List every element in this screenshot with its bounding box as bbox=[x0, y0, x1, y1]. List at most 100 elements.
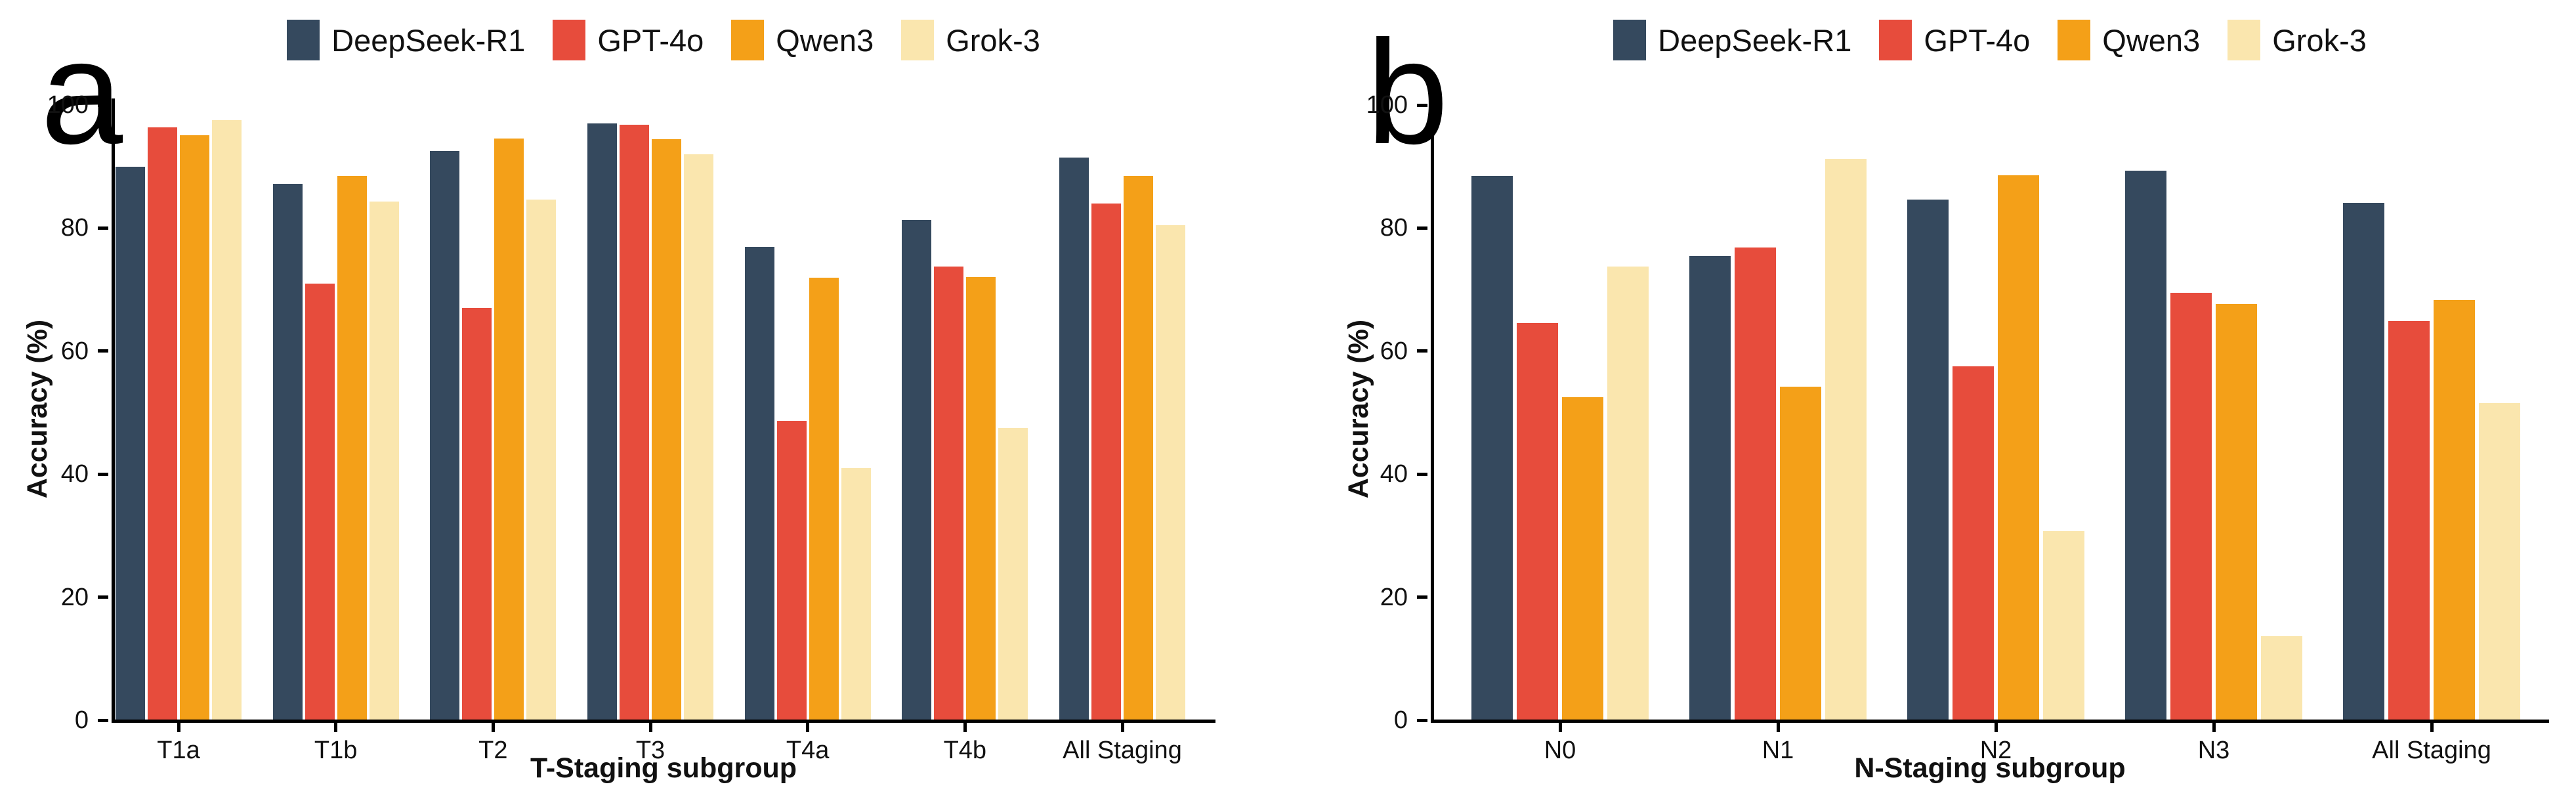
bar-gpt-4o-all-staging bbox=[2388, 320, 2430, 720]
y-tick-label: 60 bbox=[1380, 337, 1408, 365]
panel-b-x-axis-title: N-Staging subgroup bbox=[1854, 752, 2126, 784]
bar-deepseek-r1-n2 bbox=[1907, 200, 1949, 720]
bar-qwen3-n3 bbox=[2216, 303, 2257, 720]
bar-grok-3-t2 bbox=[526, 200, 557, 720]
bar-grok-3-t1b bbox=[369, 202, 399, 720]
category-label-t2: T2 bbox=[478, 737, 508, 764]
y-tick-label: 80 bbox=[1380, 214, 1408, 242]
y-tick-label: 0 bbox=[1393, 706, 1408, 734]
bar-grok-3-all-staging bbox=[1156, 225, 1185, 720]
y-tick bbox=[98, 595, 108, 599]
x-tick bbox=[806, 722, 810, 732]
panel-a-x-axis-title: T-Staging subgroup bbox=[530, 752, 797, 784]
legend-swatch-icon bbox=[1879, 20, 1912, 60]
x-tick bbox=[1994, 722, 1998, 732]
category-label-t3: T3 bbox=[635, 737, 665, 764]
bar-deepseek-r1-all-staging bbox=[1059, 157, 1089, 720]
category-label-all-staging: All Staging bbox=[2372, 737, 2491, 764]
panel-a-y-axis-title: Accuracy (%) bbox=[22, 319, 53, 499]
bar-grok-3-t4a bbox=[841, 467, 871, 720]
legend-swatch-icon bbox=[553, 20, 586, 60]
legend-item-gpt-4o: GPT-4o bbox=[1879, 20, 2030, 60]
bar-qwen3-n2 bbox=[1998, 175, 2039, 720]
bar-grok-3-n2 bbox=[2043, 531, 2084, 720]
bar-deepseek-r1-t4b bbox=[902, 220, 932, 720]
bar-deepseek-r1-n1 bbox=[1689, 255, 1731, 720]
legend-item-deepseek-r1: DeepSeek-R1 bbox=[287, 20, 525, 60]
bar-grok-3-n1 bbox=[1825, 159, 1867, 720]
panel-b-y-axis-title: Accuracy (%) bbox=[1343, 319, 1374, 499]
x-tick bbox=[177, 722, 180, 732]
legend-label: Grok-3 bbox=[946, 22, 1040, 58]
bar-deepseek-r1-t4a bbox=[744, 246, 774, 720]
bar-qwen3-t4a bbox=[809, 278, 839, 720]
y-tick bbox=[1417, 595, 1427, 599]
category-label-t4a: T4a bbox=[786, 737, 830, 764]
y-tick bbox=[98, 103, 108, 107]
legend-item-qwen3: Qwen3 bbox=[2058, 20, 2200, 60]
y-tick-label: 60 bbox=[60, 337, 89, 365]
bar-qwen3-t2 bbox=[494, 138, 524, 720]
legend-label: Qwen3 bbox=[776, 22, 874, 58]
bar-deepseek-r1-t1a bbox=[116, 166, 145, 720]
y-tick-label: 100 bbox=[1366, 91, 1408, 119]
legend-swatch-icon bbox=[2228, 20, 2261, 60]
legend-swatch-icon bbox=[731, 20, 765, 60]
bar-deepseek-r1-n0 bbox=[1471, 175, 1513, 720]
bar-gpt-4o-t4b bbox=[934, 266, 964, 720]
bar-deepseek-r1-all-staging bbox=[2343, 202, 2384, 720]
bar-gpt-4o-all-staging bbox=[1091, 203, 1121, 720]
bar-gpt-4o-n1 bbox=[1735, 248, 1776, 720]
legend-label: DeepSeek-R1 bbox=[1658, 22, 1852, 58]
legend-swatch-icon bbox=[2058, 20, 2091, 60]
bar-deepseek-r1-t2 bbox=[430, 151, 460, 720]
bar-gpt-4o-t1b bbox=[305, 283, 335, 720]
y-tick bbox=[1417, 472, 1427, 476]
x-axis-line bbox=[112, 720, 1215, 723]
category-label-n3: N3 bbox=[2197, 737, 2230, 764]
bar-grok-3-all-staging bbox=[2479, 403, 2520, 720]
bar-grok-3-n0 bbox=[1607, 267, 1649, 720]
bar-deepseek-r1-t1b bbox=[272, 183, 303, 720]
y-axis-line bbox=[112, 98, 115, 722]
bar-qwen3-t3 bbox=[652, 139, 681, 720]
bar-deepseek-r1-n3 bbox=[2125, 171, 2166, 720]
x-tick bbox=[2212, 722, 2216, 732]
x-axis-line bbox=[1431, 720, 2549, 723]
legend-label: Grok-3 bbox=[2272, 22, 2367, 58]
x-tick bbox=[963, 722, 967, 732]
bar-qwen3-t1a bbox=[180, 135, 209, 720]
bar-qwen3-t4b bbox=[966, 277, 996, 720]
bar-qwen3-n0 bbox=[1562, 397, 1603, 720]
legend-swatch-icon bbox=[901, 20, 935, 60]
panel-b-legend: DeepSeek-R1 GPT-4o Qwen3 Grok-3 bbox=[1431, 18, 2549, 62]
y-tick bbox=[98, 226, 108, 230]
bar-gpt-4o-n2 bbox=[1953, 366, 1994, 720]
bar-qwen3-t1b bbox=[337, 175, 367, 720]
y-tick-label: 20 bbox=[1380, 583, 1408, 611]
y-tick bbox=[1417, 103, 1427, 107]
bar-grok-3-n3 bbox=[2261, 635, 2302, 720]
y-tick-label: 80 bbox=[60, 214, 89, 242]
legend-swatch-icon bbox=[287, 20, 320, 60]
y-tick-label: 40 bbox=[60, 460, 89, 488]
panel-b-plot-area: 0 20 40 60 80 100 N0 N1 N2 N3 All Staging bbox=[1366, 93, 2549, 764]
y-tick bbox=[1417, 718, 1427, 722]
bar-deepseek-r1-t3 bbox=[587, 123, 617, 720]
legend-item-grok-3: Grok-3 bbox=[901, 20, 1040, 60]
y-tick bbox=[98, 718, 108, 722]
y-tick bbox=[98, 472, 108, 476]
x-tick bbox=[1120, 722, 1124, 732]
y-tick-label: 0 bbox=[74, 706, 89, 734]
legend-label: GPT-4o bbox=[597, 22, 704, 58]
y-tick-label: 40 bbox=[1380, 460, 1408, 488]
category-label-n0: N0 bbox=[1544, 737, 1576, 764]
x-tick bbox=[648, 722, 652, 732]
bar-gpt-4o-n3 bbox=[2170, 292, 2212, 720]
legend-label: DeepSeek-R1 bbox=[331, 22, 526, 58]
category-label-n1: N1 bbox=[1762, 737, 1794, 764]
bar-grok-3-t3 bbox=[684, 154, 713, 720]
panel-a-legend: DeepSeek-R1 GPT-4o Qwen3 Grok-3 bbox=[112, 18, 1215, 62]
bar-qwen3-all-staging bbox=[1124, 175, 1153, 720]
